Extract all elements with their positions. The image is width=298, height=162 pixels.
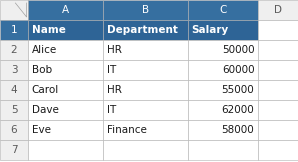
Bar — [188, 140, 258, 160]
Bar — [0, 20, 28, 40]
Text: HR: HR — [107, 85, 122, 95]
Bar — [258, 0, 298, 20]
Bar — [258, 100, 298, 120]
Bar — [0, 0, 28, 20]
Bar — [28, 60, 103, 80]
Text: Bob: Bob — [32, 65, 52, 75]
Text: 6: 6 — [11, 125, 17, 135]
Bar — [103, 80, 188, 100]
Bar — [0, 140, 28, 160]
Text: Carol: Carol — [32, 85, 59, 95]
Bar — [188, 100, 258, 120]
Bar — [258, 140, 298, 160]
Bar — [28, 140, 103, 160]
Bar — [188, 0, 258, 20]
Text: HR: HR — [107, 45, 122, 55]
Bar — [103, 100, 188, 120]
Text: 3: 3 — [11, 65, 17, 75]
Text: 2: 2 — [11, 45, 17, 55]
Text: Finance: Finance — [107, 125, 146, 135]
Bar — [258, 20, 298, 40]
Bar — [258, 60, 298, 80]
Bar — [28, 100, 103, 120]
Bar — [0, 80, 28, 100]
Text: 50000: 50000 — [222, 45, 254, 55]
Text: D: D — [274, 5, 282, 15]
Text: Alice: Alice — [32, 45, 57, 55]
Bar — [28, 120, 103, 140]
Text: B: B — [142, 5, 149, 15]
Bar — [103, 60, 188, 80]
Text: Salary: Salary — [192, 25, 229, 35]
Text: IT: IT — [107, 105, 116, 115]
Text: 62000: 62000 — [222, 105, 254, 115]
Text: A: A — [62, 5, 69, 15]
Text: Dave: Dave — [32, 105, 58, 115]
Bar — [258, 120, 298, 140]
Bar — [188, 120, 258, 140]
Text: Name: Name — [32, 25, 66, 35]
Bar — [103, 0, 188, 20]
Bar — [103, 40, 188, 60]
Bar — [258, 80, 298, 100]
Text: IT: IT — [107, 65, 116, 75]
Text: Department: Department — [107, 25, 177, 35]
Bar — [103, 20, 188, 40]
Bar — [0, 40, 28, 60]
Bar — [188, 60, 258, 80]
Text: 5: 5 — [11, 105, 17, 115]
Bar — [28, 0, 103, 20]
Bar — [0, 120, 28, 140]
Text: 60000: 60000 — [222, 65, 254, 75]
Text: 55000: 55000 — [222, 85, 254, 95]
Bar — [188, 40, 258, 60]
Text: 4: 4 — [11, 85, 17, 95]
Bar — [188, 20, 258, 40]
Bar — [103, 140, 188, 160]
Text: 7: 7 — [11, 145, 17, 155]
Text: 1: 1 — [11, 25, 17, 35]
Bar — [258, 40, 298, 60]
Bar — [0, 60, 28, 80]
Bar — [0, 100, 28, 120]
Text: 58000: 58000 — [222, 125, 254, 135]
Bar — [188, 80, 258, 100]
Bar — [28, 20, 103, 40]
Text: C: C — [219, 5, 227, 15]
Text: Eve: Eve — [32, 125, 51, 135]
Bar — [28, 80, 103, 100]
Bar — [103, 120, 188, 140]
Bar — [28, 40, 103, 60]
